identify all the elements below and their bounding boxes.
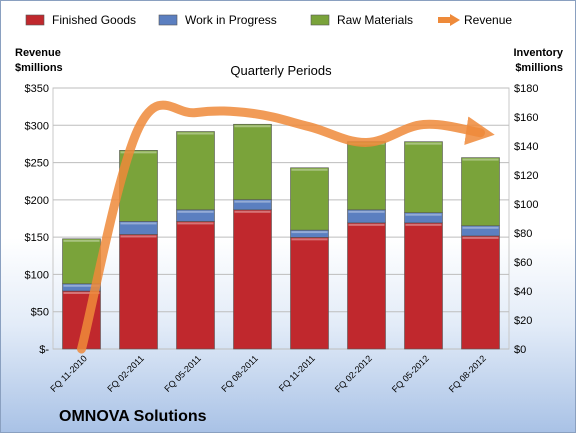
legend-swatch [310,14,330,26]
x-tick-label: FQ 08-2011 [219,353,260,394]
bar-raw-materials [461,157,500,227]
x-tick-label: FQ 11-2011 [277,353,317,393]
left-axis-title-line1: Revenue [15,47,61,59]
right-tick-label: $80 [514,228,532,240]
bar-highlight [291,168,328,171]
right-tick-label: $60 [514,257,532,269]
bar-highlight [234,125,271,128]
x-tick-label: FQ 05-2011 [162,353,203,394]
right-tick-label: $100 [514,199,538,211]
bar-raw-materials [176,131,215,211]
bar-raw-materials [290,167,329,231]
bar-finished-goods [290,237,329,350]
bar-finished-goods [233,209,272,350]
x-tick-label: FQ 05-2012 [390,353,431,394]
bar-highlight [177,210,214,213]
bar-highlight [63,239,100,242]
bar-highlight [177,222,214,225]
bar-highlight [63,292,100,294]
right-tick-label: $0 [514,344,526,356]
right-axis-title-line2: $millions [515,62,563,74]
legend-label: Work in Progress [185,13,277,27]
chart-subtitle: Quarterly Periods [230,63,332,78]
plot-area: $- $50 $100 $150 $200 $250 $300 $350 $0 $20 $40 $60… [25,83,539,394]
bar-highlight [462,158,499,161]
left-axis-title-line2: $millions [15,62,63,74]
bar-highlight [120,151,157,154]
right-tick-label: $160 [514,112,538,124]
right-tick-label: $20 [514,315,532,327]
x-tick-label: FQ 08-2012 [447,353,488,394]
bar-highlight [234,210,271,213]
revenue-line [77,100,495,354]
bar-highlight [120,222,157,225]
bar-highlight [405,223,442,226]
company-name: OMNOVA Solutions [59,408,207,425]
left-tick-label: $150 [25,232,49,244]
left-tick-label: $350 [25,83,49,95]
bar-highlight [348,210,385,213]
right-tick-label: $180 [514,83,538,95]
x-tick-label: FQ 02-2012 [333,353,374,394]
bar-highlight [462,226,499,229]
bar-raw-materials [233,123,272,200]
right-tick-label: $120 [514,170,538,182]
bar-highlight [405,213,442,216]
bar-highlight [405,142,442,145]
x-tick-label: FQ 11-2010 [48,353,89,394]
left-tick-label: $- [39,344,49,356]
left-tick-label: $100 [25,269,49,281]
legend-swatch [25,14,45,26]
left-tick-label: $250 [25,158,49,170]
bar-highlight [234,200,271,203]
bar-highlight [348,223,385,226]
bar-highlight [291,231,328,234]
left-tick-label: $50 [31,307,49,319]
bar-finished-goods [347,222,386,350]
legend: Finished Goods Work in Progress Raw Materi… [25,13,512,27]
left-tick-label: $300 [25,120,49,132]
right-tick-label: $40 [514,286,532,298]
bar-highlight [63,284,100,287]
right-axis-title-line1: Inventory [513,47,563,59]
bar-raw-materials [347,141,386,211]
legend-swatch [158,14,178,26]
legend-label: Revenue [464,13,512,27]
bar-finished-goods [119,234,158,350]
bar-highlight [291,238,328,241]
legend-label: Finished Goods [52,13,136,27]
left-tick-label: $200 [25,195,49,207]
bar-finished-goods [176,221,215,350]
bar-finished-goods [461,235,500,350]
bar-raw-materials [404,141,443,213]
x-tick-label: FQ 02-2011 [105,353,146,394]
bar-highlight [462,236,499,239]
right-tick-label: $140 [514,141,538,153]
legend-label: Raw Materials [337,13,413,27]
bar-highlight [177,132,214,135]
bar-finished-goods [404,222,443,350]
legend-swatch-arrow [450,14,460,26]
bar-highlight [120,235,157,238]
